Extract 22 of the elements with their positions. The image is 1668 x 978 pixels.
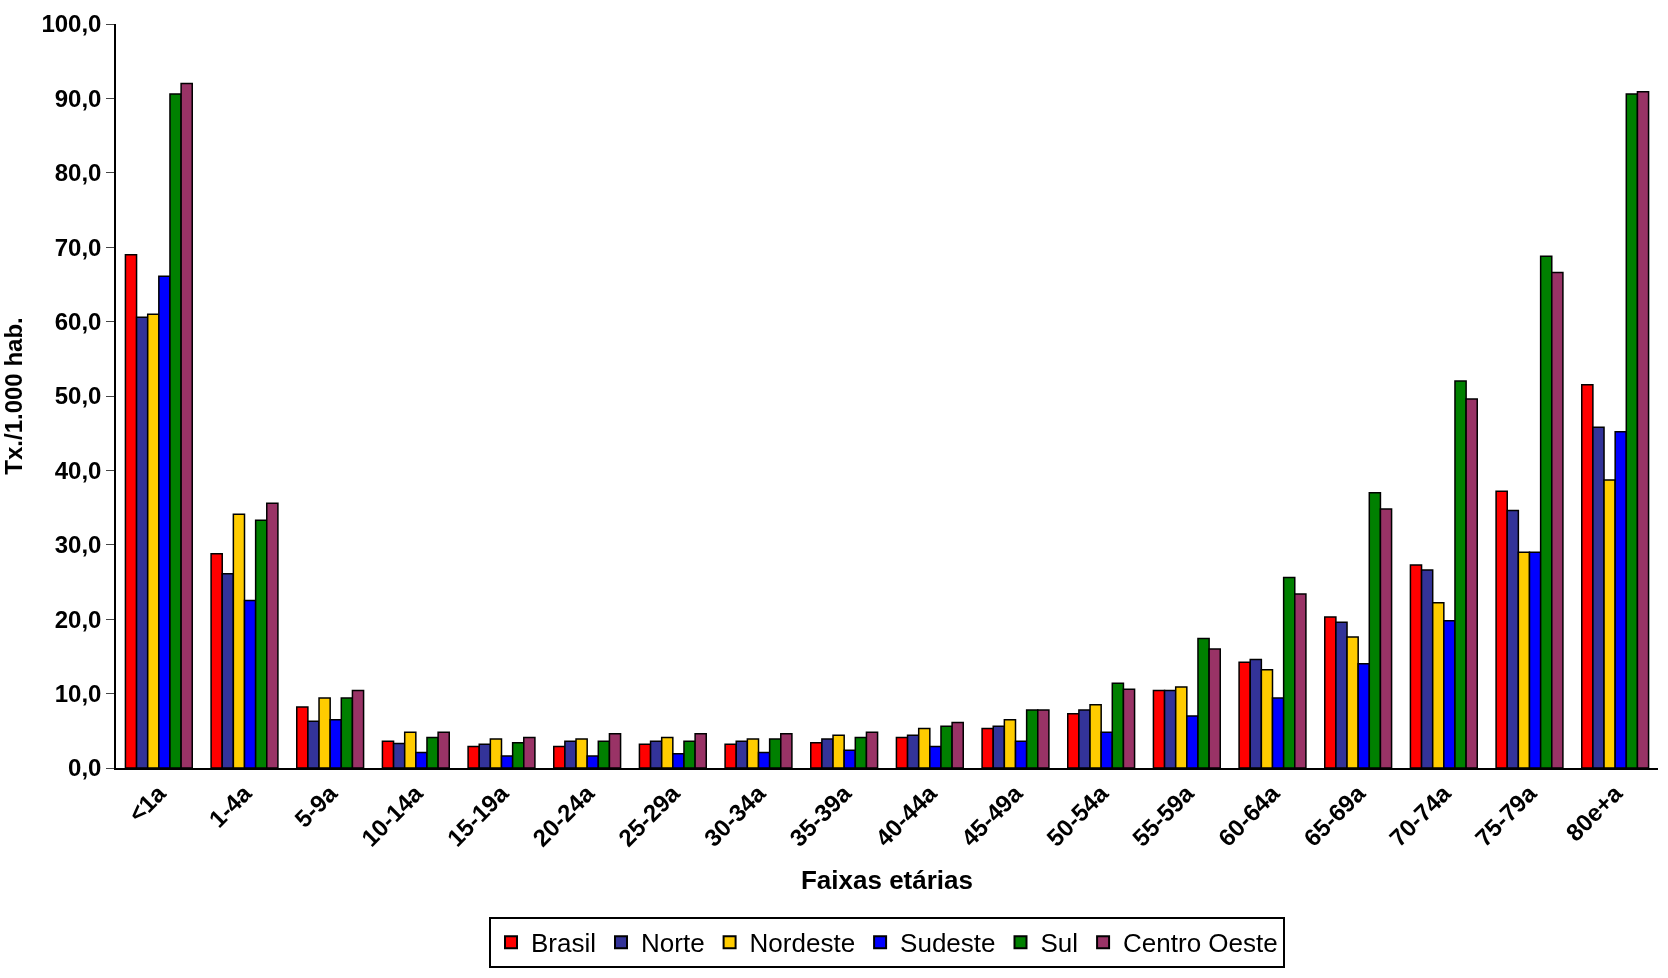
- legend-label: Nordeste: [749, 928, 856, 959]
- legend-label: Brasil: [531, 928, 597, 959]
- y-tick-label: 50,0: [54, 382, 102, 410]
- x-tick-label: <1a: [122, 779, 172, 828]
- x-axis-title: Faixas etárias: [800, 864, 974, 895]
- y-tick-label: 90,0: [54, 84, 102, 112]
- y-tick-label: 30,0: [54, 531, 102, 559]
- y-axis-title: Tx./1.000 hab.: [0, 317, 27, 475]
- y-tick-label: 70,0: [54, 233, 102, 261]
- legend-label: Sul: [1040, 928, 1079, 959]
- y-tick-label: 40,0: [54, 456, 102, 484]
- y-tick-label: 60,0: [54, 308, 102, 335]
- x-tick-label: 1-4a: [203, 779, 257, 833]
- legend-label: Sudeste: [900, 928, 996, 959]
- y-tick-label: 80,0: [54, 159, 102, 187]
- y-tick-label: 20,0: [54, 605, 102, 633]
- y-tick-label: 100,0: [41, 10, 102, 38]
- legend-label: Norte: [641, 928, 705, 959]
- y-tick-label: 0,0: [68, 754, 102, 782]
- x-tick-label: 5-9a: [289, 779, 343, 833]
- legend-label: Centro Oeste: [1123, 928, 1278, 959]
- y-tick-label: 10,0: [54, 680, 102, 707]
